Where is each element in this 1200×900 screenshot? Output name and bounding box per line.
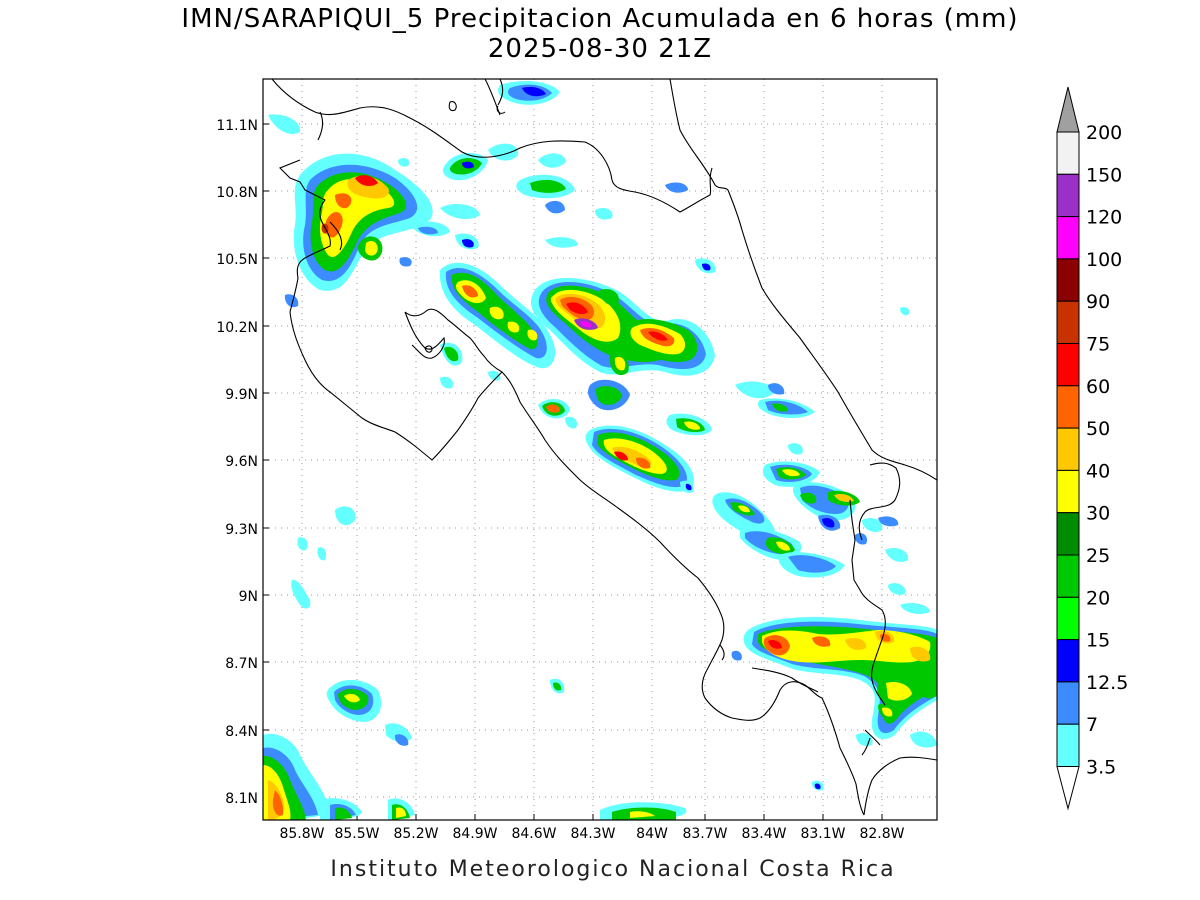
lon-label: 84.3W	[570, 826, 615, 842]
lat-label: 9.6N	[225, 454, 258, 470]
colorbar-label: 30	[1086, 503, 1110, 525]
map-title: IMN/SARAPIQUI_5 Precipitacion Acumulada …	[181, 4, 1019, 34]
latitude-axis: 11.1N 10.8N 10.5N 10.2N 9.9N 9.6N 9.3N 9…	[216, 118, 258, 807]
colorbar-label: 40	[1086, 460, 1110, 482]
colorbar-label: 120	[1086, 207, 1122, 229]
colorbar-label: 25	[1086, 545, 1110, 567]
lat-label: 8.1N	[225, 791, 258, 807]
lon-label: 83.1W	[800, 826, 845, 842]
lat-label: 9N	[239, 589, 258, 605]
lon-label: 84.6W	[511, 826, 556, 842]
colorbar-label: 7	[1086, 714, 1098, 736]
colorbar-swatch	[1056, 427, 1080, 471]
rain-cell-central-valley	[538, 379, 712, 493]
colorbar-label: 150	[1086, 164, 1122, 186]
lat-label: 11.1N	[216, 118, 258, 134]
lon-label: 84.9W	[452, 826, 497, 842]
rain-cell-pacific	[263, 307, 910, 820]
lat-label: 8.4N	[225, 724, 258, 740]
colorbar-swatch	[1056, 469, 1080, 514]
colorbar-label: 90	[1086, 291, 1110, 313]
lon-label: 85.2W	[393, 826, 438, 842]
colorbar-lower-arrow	[1056, 766, 1080, 811]
colorbar-label: 20	[1086, 587, 1110, 609]
colorbar-swatch	[1056, 681, 1080, 725]
lat-label: 9.3N	[225, 522, 258, 538]
rain-cell-caribbean	[712, 381, 930, 614]
colorbar-label: 3.5	[1086, 757, 1116, 779]
colorbar-label: 50	[1086, 418, 1110, 440]
lon-label: 85.8W	[279, 826, 324, 842]
lon-label: 82.8W	[859, 826, 904, 842]
colorbar-label: 60	[1086, 376, 1110, 398]
colorbar-swatch	[1056, 343, 1080, 387]
colorbar-swatch	[1056, 385, 1080, 429]
map-datetime: 2025-08-30 21Z	[487, 34, 713, 64]
colorbar-swatch	[1056, 173, 1080, 218]
colorbar-upper-arrow	[1056, 86, 1080, 133]
colorbar-label: 100	[1086, 249, 1122, 271]
rain-cell-nicaragua-south	[410, 80, 716, 274]
colorbar-label: 15	[1086, 630, 1110, 652]
colorbar-label: 200	[1086, 122, 1122, 144]
longitude-axis: 85.8W 85.5W 85.2W 84.9W 84.6W 84.3W 84W …	[279, 826, 904, 842]
colorbar-swatch	[1056, 512, 1080, 556]
colorbar-swatch	[1056, 596, 1080, 641]
colorbar-swatch	[1056, 258, 1080, 302]
lat-label: 8.7N	[225, 656, 258, 672]
precipitation-field	[263, 80, 937, 820]
lat-label: 10.2N	[216, 320, 258, 336]
colorbar-swatch	[1056, 131, 1080, 175]
lat-label: 9.9N	[225, 387, 258, 403]
colorbar: 200 150 120 100 90 75 60 50 40 30 25 20 15 12.5 7 3.5	[1056, 86, 1128, 811]
lon-label: 84W	[636, 826, 668, 842]
lon-label: 83.7W	[682, 826, 727, 842]
lat-label: 10.5N	[216, 252, 258, 268]
colorbar-swatch	[1056, 216, 1080, 260]
lon-label: 83.4W	[741, 826, 786, 842]
rain-cell-sarapiqui	[530, 277, 715, 376]
lon-label: 85.5W	[334, 826, 379, 842]
map-frame	[262, 78, 938, 821]
colorbar-swatch	[1056, 554, 1080, 598]
colorbar-swatch	[1056, 723, 1080, 768]
colorbar-swatch	[1056, 639, 1080, 683]
colorbar-swatch	[1056, 300, 1080, 345]
rain-cell-osa-peninsula	[731, 617, 937, 791]
lat-label: 10.8N	[216, 185, 258, 201]
coastline	[271, 79, 937, 816]
colorbar-label: 12.5	[1086, 672, 1128, 694]
rain-cell-northern-plains	[439, 262, 556, 369]
footer-credit: Instituto Meteorologico Nacional Costa R…	[330, 857, 896, 882]
colorbar-label: 75	[1086, 334, 1110, 356]
rain-cell-guanacaste-north	[268, 114, 433, 308]
